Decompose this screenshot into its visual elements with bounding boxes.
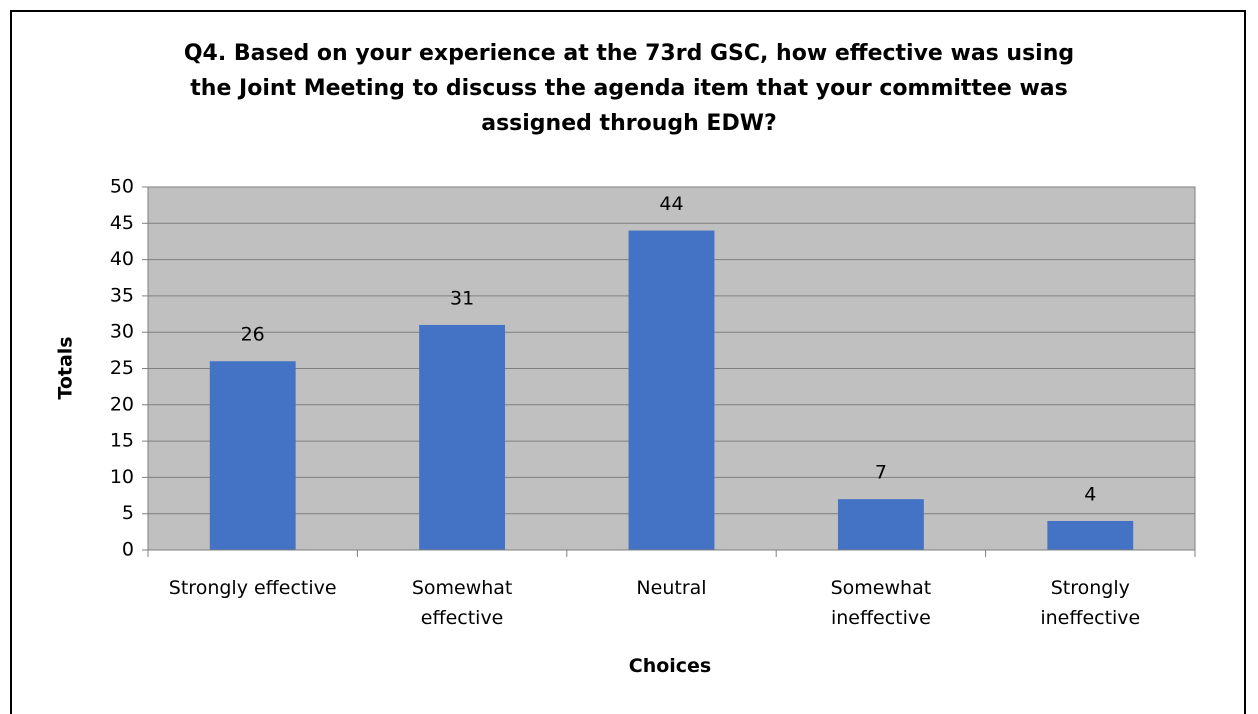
x-tick-label: Somewhat ineffective xyxy=(830,577,932,629)
data-label: 4 xyxy=(1084,483,1096,505)
y-tick-label: 45 xyxy=(110,212,134,234)
chart-title: Q4. Based on your experience at the 73rd… xyxy=(183,41,1075,136)
data-label: 7 xyxy=(875,462,887,484)
frame xyxy=(10,10,1246,714)
bar xyxy=(419,324,506,550)
y-tick-label: 5 xyxy=(122,502,134,524)
data-label: 44 xyxy=(659,193,683,215)
x-axis-label: Choices xyxy=(628,655,712,677)
y-tick-label: 50 xyxy=(110,176,134,198)
x-tick-label: Strongly ineffective xyxy=(1040,577,1141,629)
y-tick-label: 0 xyxy=(122,539,134,561)
bar xyxy=(209,361,296,550)
data-label: 26 xyxy=(241,324,265,346)
y-tick-label: 25 xyxy=(110,357,134,379)
bar xyxy=(1047,520,1134,550)
x-tick-label: Strongly effective xyxy=(168,577,337,599)
y-tick-label: 40 xyxy=(110,248,134,270)
x-tick-label: Somewhat effective xyxy=(411,577,513,629)
y-tick-label: 20 xyxy=(110,393,134,415)
y-axis-label: Totals xyxy=(55,336,77,399)
y-tick-label: 35 xyxy=(110,284,134,306)
y-tick-label: 30 xyxy=(110,321,134,343)
bar xyxy=(837,499,924,550)
x-tick-label: Neutral xyxy=(636,577,707,599)
data-label: 31 xyxy=(450,287,474,309)
plot-border xyxy=(147,186,1196,551)
y-tick-label: 15 xyxy=(110,430,134,452)
bar xyxy=(628,230,715,550)
y-tick-label: 10 xyxy=(110,466,134,488)
